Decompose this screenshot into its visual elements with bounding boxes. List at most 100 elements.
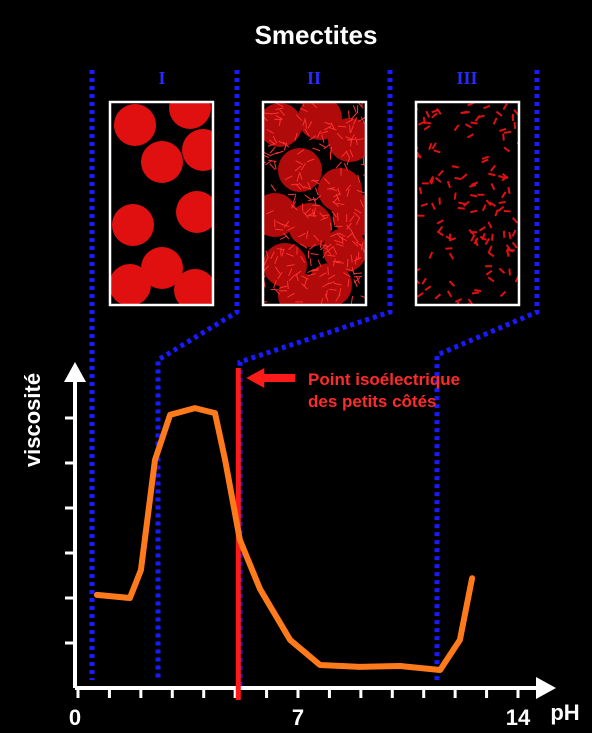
platelet <box>307 198 316 202</box>
platelet <box>470 121 478 125</box>
platelet <box>301 275 309 280</box>
platelet <box>481 204 487 212</box>
platelet <box>288 268 293 277</box>
platelet <box>311 267 320 272</box>
platelet <box>281 248 285 257</box>
platelet <box>507 186 511 195</box>
platelet <box>434 176 442 183</box>
platelet <box>356 276 360 284</box>
platelet <box>328 288 337 291</box>
platelet <box>267 142 276 147</box>
platelet <box>299 171 303 180</box>
platelet <box>458 201 466 206</box>
platelet <box>265 159 273 166</box>
platelet <box>351 240 359 247</box>
platelet <box>332 200 340 207</box>
platelet <box>305 120 307 129</box>
platelet <box>306 230 309 239</box>
platelet <box>277 271 283 280</box>
platelet <box>434 293 442 300</box>
annotation: Point isoélectrique <box>308 370 460 389</box>
platelet <box>347 110 350 119</box>
platelet <box>498 200 506 204</box>
platelet <box>345 150 351 159</box>
platelet <box>298 182 305 189</box>
platelet <box>320 216 329 221</box>
platelet <box>346 259 349 268</box>
platelet <box>354 272 363 275</box>
platelet <box>264 112 273 115</box>
platelet <box>325 289 328 299</box>
panels <box>108 100 521 307</box>
platelet <box>319 212 326 219</box>
platelet <box>448 237 457 242</box>
platelet <box>304 207 312 215</box>
particles <box>110 102 213 305</box>
platelet <box>337 187 341 196</box>
platelet <box>263 115 268 122</box>
platelet <box>309 135 317 141</box>
platelet <box>270 151 279 156</box>
platelet <box>320 244 329 247</box>
y-axis-arrow <box>64 362 86 382</box>
platelet <box>279 235 288 240</box>
x-tick-label: 7 <box>292 705 304 730</box>
platelet <box>345 184 352 192</box>
platelet <box>310 253 319 255</box>
platelet <box>276 221 284 226</box>
platelet <box>425 110 431 118</box>
platelet <box>499 290 507 298</box>
platelet <box>290 204 298 211</box>
platelet <box>437 169 444 177</box>
platelet <box>306 158 315 163</box>
platelet <box>499 127 507 132</box>
platelet <box>294 132 298 141</box>
platelet <box>323 125 332 131</box>
platelet <box>485 269 493 276</box>
platelet <box>269 146 276 154</box>
platelet <box>466 133 475 139</box>
platelet <box>359 199 364 208</box>
platelet <box>485 199 492 207</box>
platelet <box>508 268 511 276</box>
platelet <box>327 254 336 257</box>
platelet <box>354 208 362 214</box>
platelet <box>355 138 364 141</box>
zone-label: I <box>158 68 165 88</box>
platelet <box>284 175 293 181</box>
platelet <box>436 219 444 225</box>
platelet <box>275 107 284 111</box>
zone-label: III <box>456 68 477 88</box>
platelet <box>431 202 436 210</box>
platelet <box>283 142 288 151</box>
platelet <box>497 205 505 212</box>
platelet <box>300 162 306 171</box>
platelet <box>471 291 480 295</box>
platelet <box>473 237 479 245</box>
platelet <box>332 258 336 267</box>
platelet <box>291 201 296 209</box>
platelet <box>513 121 517 130</box>
platelet <box>313 207 316 216</box>
platelet <box>270 184 276 192</box>
platelet <box>357 251 360 260</box>
platelet <box>335 294 341 302</box>
zone-label: II <box>307 68 321 88</box>
platelet <box>470 181 479 186</box>
zone-boundaries <box>89 70 540 690</box>
aggregate <box>328 118 366 162</box>
aggregate <box>114 104 156 146</box>
platelet <box>317 259 322 268</box>
platelet <box>353 279 358 287</box>
platelet <box>314 187 319 196</box>
platelet <box>487 251 495 258</box>
platelet <box>431 112 438 119</box>
platelet <box>360 242 364 251</box>
platelet <box>313 234 320 242</box>
aggregate <box>141 141 183 183</box>
platelet <box>327 266 329 276</box>
platelet <box>326 186 335 190</box>
boundary <box>434 70 540 680</box>
boundary <box>155 70 240 680</box>
platelet <box>265 250 269 259</box>
